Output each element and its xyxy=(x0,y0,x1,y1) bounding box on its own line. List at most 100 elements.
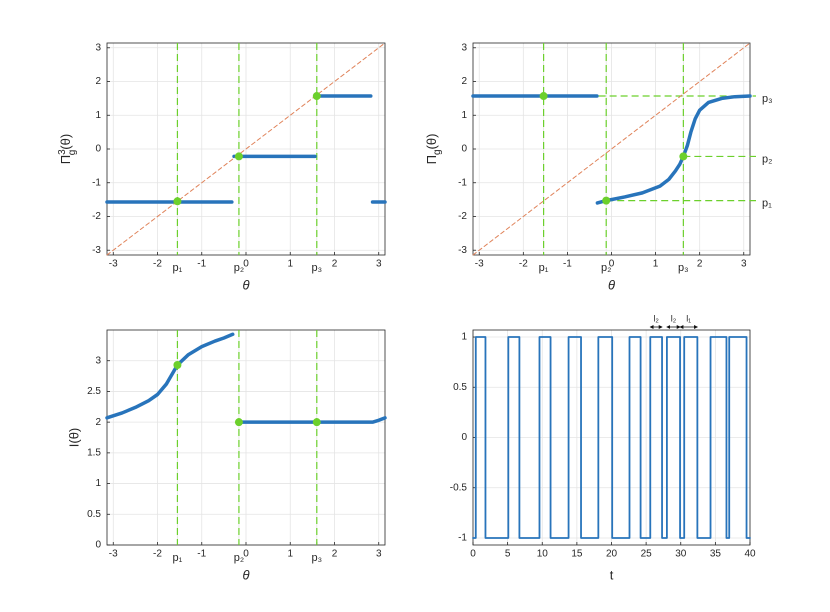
x-axis-label: θ xyxy=(242,567,249,582)
x-tick-label: 0 xyxy=(470,549,476,560)
y-tick-label: -1 xyxy=(92,177,101,188)
x-tick-label: -2 xyxy=(153,549,162,560)
y-tick-label: 0 xyxy=(461,432,467,443)
y-tick-label: -2 xyxy=(92,211,101,222)
fixed-point xyxy=(312,418,321,427)
x-tick-label: p₃ xyxy=(311,262,322,274)
axes-box xyxy=(106,329,386,546)
x-tick-label: 0 xyxy=(609,259,615,270)
y-axis-label-part: g xyxy=(67,150,78,156)
x-tick-label: p₂ xyxy=(234,552,244,564)
x-tick-label: 10 xyxy=(537,549,549,560)
x-tick-label: -1 xyxy=(197,259,206,270)
x-tick-label: 5 xyxy=(505,549,511,560)
annotation-label: l₂ xyxy=(671,313,677,323)
x-tick-label: p₂ xyxy=(234,262,244,274)
data-line xyxy=(105,332,387,424)
x-tick-label: 25 xyxy=(641,549,653,560)
x-tick-label: 1 xyxy=(287,549,293,560)
y2-tick-label: p₃ xyxy=(762,93,773,105)
x-tick-label: 3 xyxy=(376,259,382,270)
y-tick-label: -0.5 xyxy=(450,482,468,493)
x-tick-label: 40 xyxy=(744,549,756,560)
y-tick-label: 2.5 xyxy=(87,386,101,397)
fixed-point xyxy=(173,361,182,370)
x-tick-label: p₃ xyxy=(678,262,689,274)
x-tick-label: p₁ xyxy=(172,552,182,564)
axes-box xyxy=(472,329,751,546)
x-tick-label: -2 xyxy=(519,259,528,270)
x-axis-label: θ xyxy=(608,277,615,292)
x-tick-label: 0 xyxy=(243,549,249,560)
y-axis-label: Πg(θ) xyxy=(424,134,442,165)
data-line xyxy=(472,336,751,539)
y-tick-label: -1 xyxy=(458,177,467,188)
reference-line xyxy=(472,42,751,256)
y-tick-label: -1 xyxy=(458,533,467,544)
y-tick-label: 0.5 xyxy=(453,382,467,393)
y-tick-label: 2 xyxy=(95,417,101,428)
fixed-point xyxy=(679,152,688,161)
y-tick-label: 1 xyxy=(95,110,101,121)
x-axis-label: t xyxy=(610,567,614,582)
x-tick-label: -3 xyxy=(475,259,484,270)
x-tick-label: 20 xyxy=(606,549,618,560)
y-axis-label: I(θ) xyxy=(66,428,81,448)
axes-box xyxy=(472,42,751,256)
x-tick-label: -2 xyxy=(153,259,162,270)
y2-tick-label: p₂ xyxy=(762,153,772,165)
annotation-label: l₁ xyxy=(686,313,691,323)
x-tick-label: 0 xyxy=(243,259,249,270)
fixed-point xyxy=(234,418,243,427)
x-axis-label: θ xyxy=(242,277,249,292)
y-tick-label: 1 xyxy=(461,110,467,121)
fixed-point xyxy=(173,197,182,206)
subplot: 0 5 10 15 20 25 30 35 40 -1 -0.5 0 0.5 1 l₂ l₂ l₁ t xyxy=(450,313,756,582)
y-tick-label: 3 xyxy=(461,42,467,53)
x-tick-label: p₁ xyxy=(539,262,549,274)
y-tick-label: 0 xyxy=(95,540,101,551)
y-axis-label-part: Π xyxy=(424,155,439,164)
y-tick-label: 2 xyxy=(95,76,101,87)
y-tick-label: 1.5 xyxy=(87,447,101,458)
x-tick-label: 2 xyxy=(332,259,338,270)
reference-line xyxy=(106,42,386,256)
y-axis-label-part: 3 xyxy=(57,149,68,155)
x-tick-label: -3 xyxy=(109,549,118,560)
y-tick-label: -3 xyxy=(458,245,467,256)
fixed-point xyxy=(602,196,611,205)
x-tick-label: 2 xyxy=(332,549,338,560)
y-tick-label: -2 xyxy=(458,211,467,222)
x-tick-label: 1 xyxy=(287,259,293,270)
annotation-label: l₂ xyxy=(653,313,659,323)
data-line xyxy=(105,94,387,204)
y-axis-label-part: (θ) xyxy=(58,134,73,150)
y-tick-label: -3 xyxy=(92,245,101,256)
y-tick-label: 0.5 xyxy=(87,509,101,520)
x-tick-label: -1 xyxy=(563,259,572,270)
x-tick-label: 3 xyxy=(741,259,747,270)
x-tick-label: -1 xyxy=(197,549,206,560)
x-tick-label: 1 xyxy=(653,259,659,270)
x-tick-label: 35 xyxy=(710,549,722,560)
y-tick-label: 2 xyxy=(461,76,467,87)
y-axis-label-part: g xyxy=(432,149,443,155)
y-tick-label: 0 xyxy=(95,144,101,155)
x-tick-label: -3 xyxy=(109,259,118,270)
fixed-point xyxy=(234,152,243,161)
x-tick-label: p₃ xyxy=(311,552,322,564)
y-tick-label: 3 xyxy=(95,355,101,366)
axes-box xyxy=(106,42,386,256)
fixed-point xyxy=(539,92,548,101)
x-tick-label: 3 xyxy=(376,549,382,560)
y-axis-label: Π3g(θ) xyxy=(57,134,78,164)
y-tick-label: 3 xyxy=(95,42,101,53)
y2-tick-label: p₁ xyxy=(762,198,772,210)
fixed-point xyxy=(312,92,321,101)
y-axis-label-part: (θ) xyxy=(424,134,439,150)
